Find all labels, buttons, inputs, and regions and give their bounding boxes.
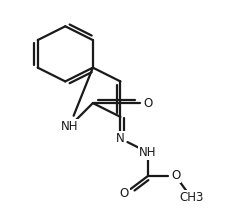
Text: O: O xyxy=(171,169,180,182)
Text: O: O xyxy=(120,187,129,200)
Text: NH: NH xyxy=(139,146,157,159)
Text: N: N xyxy=(116,132,125,145)
Text: NH: NH xyxy=(61,120,78,133)
Text: CH3: CH3 xyxy=(179,191,204,204)
Text: O: O xyxy=(143,97,153,110)
